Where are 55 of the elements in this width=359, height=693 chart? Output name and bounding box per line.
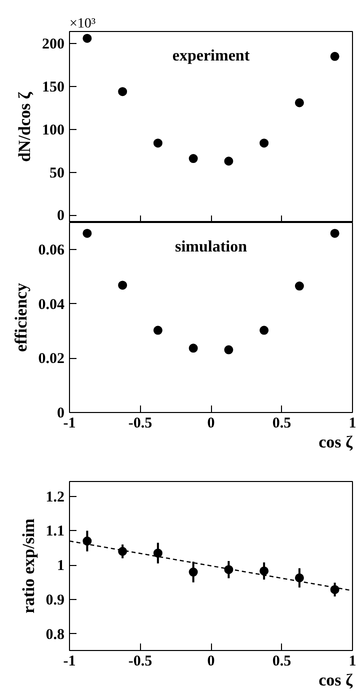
y-tick-label: 0 xyxy=(57,208,64,224)
annotation: simulation xyxy=(174,238,248,256)
point xyxy=(188,154,198,164)
point xyxy=(82,34,92,43)
x-tick-label: -1 xyxy=(63,416,76,432)
point xyxy=(224,156,234,166)
y-tick-label: 200 xyxy=(42,36,64,53)
x-tick-label: 1 xyxy=(348,654,356,670)
x-axis-title: cos ζ xyxy=(318,670,354,690)
y-tick-label: 100 xyxy=(42,122,64,138)
y-tick-label: 50 xyxy=(50,165,64,182)
point xyxy=(294,573,304,582)
point xyxy=(330,228,340,238)
x-tick-label: -1 xyxy=(63,654,76,670)
annotation: experiment xyxy=(172,48,250,64)
x-axis-title: cos ζ xyxy=(318,432,354,452)
x-tick-label: -0.5 xyxy=(128,654,152,670)
point xyxy=(330,52,340,61)
point xyxy=(153,326,162,335)
point xyxy=(153,548,162,558)
point xyxy=(330,585,340,594)
point xyxy=(224,565,234,574)
x-tick-label: 0.5 xyxy=(272,654,292,670)
point xyxy=(82,228,92,238)
point xyxy=(82,536,92,546)
point xyxy=(188,344,198,353)
point xyxy=(153,138,162,148)
y-axis-title: dN/dcos ζ xyxy=(15,91,34,162)
y-tick-label: 0.9 xyxy=(46,592,64,609)
y-axis-title: efficiency xyxy=(11,282,30,352)
point xyxy=(224,345,234,354)
y-tick-label: 1.1 xyxy=(46,524,64,540)
point xyxy=(188,568,198,577)
point xyxy=(118,87,128,96)
point xyxy=(118,280,128,290)
x-tick-label: 0 xyxy=(207,654,215,670)
y-tick-label: 1 xyxy=(57,558,64,574)
y-tick-label: 0.8 xyxy=(46,626,64,643)
point xyxy=(294,98,304,108)
x-tick-label: 1 xyxy=(348,416,356,432)
point xyxy=(260,566,269,576)
y-tick-label: 1.2 xyxy=(46,489,64,506)
x-tick-label: -0.5 xyxy=(128,416,152,432)
y-tick-label: 0.02 xyxy=(38,351,64,368)
point xyxy=(294,282,304,291)
point xyxy=(260,138,269,148)
y-axis-title: ratio exp/sim xyxy=(18,518,38,614)
y-tick-label: 150 xyxy=(42,79,64,96)
x-tick-label: 0 xyxy=(207,416,215,432)
y-tick-label: 0 xyxy=(57,406,64,422)
y-tick-label: 0.04 xyxy=(38,296,65,313)
y-tick-label: 0.06 xyxy=(38,242,65,259)
x-tick-label: 0.5 xyxy=(272,416,292,432)
point xyxy=(260,326,269,335)
annotation: ×10³ xyxy=(70,16,96,32)
